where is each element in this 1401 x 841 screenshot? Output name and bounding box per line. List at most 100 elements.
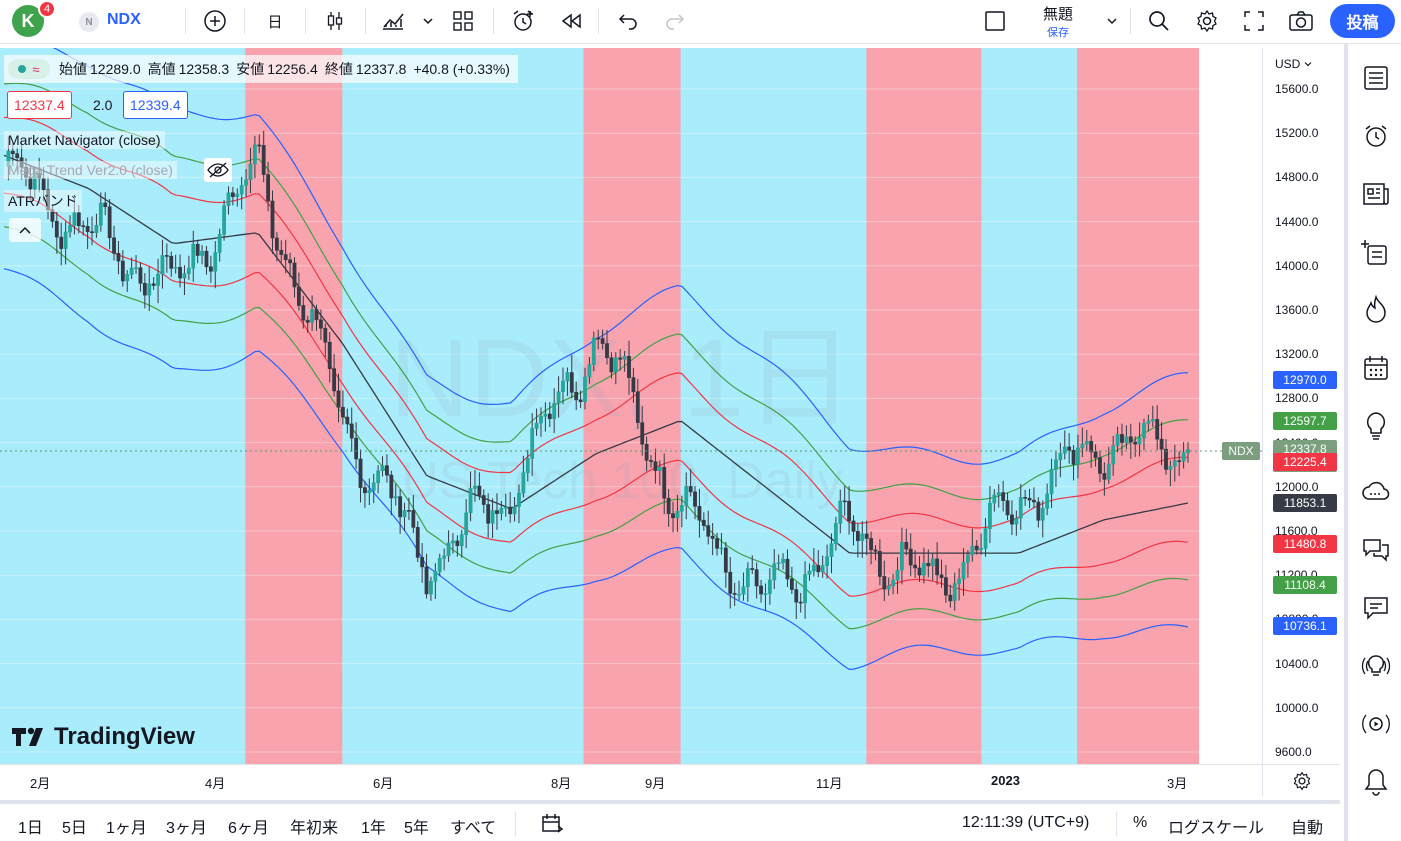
search-icon[interactable] <box>1142 6 1176 36</box>
comment-icon[interactable] <box>1358 590 1394 626</box>
candle-body <box>424 566 429 595</box>
layout-name[interactable]: 無題 保存 <box>1030 3 1086 40</box>
calendar-icon[interactable] <box>1358 350 1394 386</box>
add-symbol-icon[interactable] <box>198 6 232 36</box>
atr-band-line <box>3 82 1189 501</box>
indicator-atr-band[interactable]: ATRバンド <box>4 190 82 212</box>
auto-scale-toggle[interactable]: 自動 <box>1291 820 1324 837</box>
save-button[interactable]: 保存 <box>1047 27 1069 39</box>
candle-body <box>371 482 376 491</box>
candle-body <box>398 496 403 518</box>
candle-body <box>966 554 970 563</box>
range-ytd[interactable]: 年初来 <box>290 820 339 837</box>
alert-icon[interactable] <box>506 6 540 36</box>
redo-icon[interactable] <box>658 6 692 36</box>
candle-body <box>939 574 944 578</box>
divider <box>305 8 306 34</box>
layout-select-icon[interactable] <box>978 6 1012 36</box>
alarm-icon[interactable] <box>1358 118 1394 154</box>
range-5d[interactable]: 5日 <box>62 820 87 837</box>
ideas-lightbulb-icon[interactable] <box>1358 408 1394 444</box>
candle-body <box>389 474 394 499</box>
time-axis-settings[interactable] <box>1262 764 1340 796</box>
candle-body <box>605 343 609 359</box>
candle-body <box>1102 473 1107 480</box>
time-axis[interactable]: 2月 4月 6月 8月 9月 11月 2023 3月 <box>0 764 1262 796</box>
candle-body <box>842 500 847 503</box>
candle-body <box>15 153 20 159</box>
camera-icon[interactable] <box>1284 6 1318 36</box>
candle-body <box>512 506 517 515</box>
percent-scale-toggle[interactable]: % <box>1133 814 1148 831</box>
replay-icon[interactable] <box>554 6 588 36</box>
minds-cloud-icon[interactable] <box>1358 474 1394 510</box>
candle-body <box>6 150 11 167</box>
chevron-down-icon[interactable] <box>418 6 438 36</box>
publish-button[interactable]: 投稿 <box>1330 4 1395 38</box>
candle-body <box>640 422 645 445</box>
symbol-search-button[interactable]: NDX <box>107 11 141 28</box>
range-6m[interactable]: 6ヶ月 <box>228 820 269 837</box>
indicator-market-navigator[interactable]: Market Navigator (close) <box>4 131 165 149</box>
candle-style-icon[interactable] <box>318 6 352 36</box>
candle-body <box>583 376 587 402</box>
watchlist-icon[interactable] <box>1358 60 1394 96</box>
hotlist-fire-icon[interactable] <box>1358 292 1394 328</box>
news-icon[interactable] <box>1358 176 1394 212</box>
fullscreen-icon[interactable] <box>1237 6 1271 36</box>
range-1d[interactable]: 1日 <box>18 820 43 837</box>
candle-body <box>376 470 381 484</box>
log-scale-toggle[interactable]: ログスケール <box>1168 820 1265 837</box>
candle-body <box>587 364 592 378</box>
range-1m[interactable]: 1ヶ月 <box>106 820 147 837</box>
candle-body <box>1014 517 1019 525</box>
price-chart[interactable]: NDX, 1日 US Tech 100, Daily <box>0 48 1262 764</box>
candle-body <box>816 565 821 573</box>
candle-body <box>1120 434 1124 443</box>
interval-button[interactable]: 日 <box>267 13 283 31</box>
candle-body <box>10 150 15 155</box>
indicator-mega-trend[interactable]: Mega Trend Ver2.0 (close) <box>4 161 177 179</box>
indicators-icon[interactable] <box>376 6 410 36</box>
candle-body <box>649 460 653 462</box>
add-list-icon[interactable] <box>1358 234 1394 270</box>
candle-body <box>305 319 310 323</box>
templates-icon[interactable] <box>446 6 480 36</box>
chevron-down-icon[interactable] <box>1102 6 1122 36</box>
buy-price-button[interactable]: 12339.4 <box>123 91 188 119</box>
range-all[interactable]: すべて <box>450 820 497 837</box>
range-1y[interactable]: 1年 <box>361 820 386 837</box>
gear-icon[interactable] <box>1190 6 1224 36</box>
time-label-2023: 2023 <box>991 773 1020 788</box>
open-label: 始値 <box>59 61 87 77</box>
candle-body <box>697 506 702 521</box>
clock-timezone[interactable]: 12:11:39 (UTC+9) <box>962 814 1090 831</box>
candle-body <box>1036 501 1041 521</box>
undo-icon[interactable] <box>611 6 645 36</box>
sell-price-button[interactable]: 12337.4 <box>7 91 72 119</box>
date-range-icon[interactable] <box>541 813 565 840</box>
candle-body <box>882 576 887 590</box>
range-5y[interactable]: 5年 <box>404 820 429 837</box>
price-scale[interactable]: USD 15600.0 15200.0 14800.0 14400.0 14000.0 1… <box>1262 48 1338 764</box>
notification-bell-icon[interactable] <box>1358 764 1394 800</box>
candle-body <box>76 212 81 226</box>
legend-toggle-icon[interactable]: ≈ <box>8 59 50 79</box>
collapse-legend-icon[interactable] <box>9 218 41 242</box>
notification-badge: 4 <box>38 0 56 18</box>
candle-body <box>530 428 535 459</box>
candle-body <box>248 163 253 180</box>
play-broadcast-icon[interactable] <box>1358 706 1394 742</box>
atr-band-line <box>3 192 1189 597</box>
streams-icon[interactable] <box>1358 648 1394 684</box>
candle-body <box>169 255 174 269</box>
candle-body <box>935 558 940 576</box>
chats-icon[interactable] <box>1358 532 1394 568</box>
currency-select[interactable]: USD <box>1275 57 1312 71</box>
range-3m[interactable]: 3ヶ月 <box>166 820 207 837</box>
candle-body <box>451 540 455 544</box>
candle-body <box>957 578 962 584</box>
price-axis-label: 12597.7 <box>1273 411 1337 430</box>
hidden-eye-icon[interactable] <box>204 158 232 182</box>
candle-body <box>486 504 491 524</box>
